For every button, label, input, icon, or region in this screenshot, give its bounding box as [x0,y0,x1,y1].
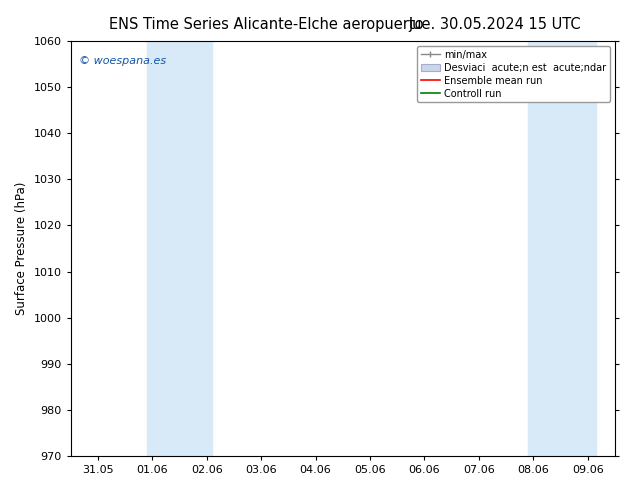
Text: ENS Time Series Alicante-Elche aeropuerto: ENS Time Series Alicante-Elche aeropuert… [109,17,424,32]
Bar [527,41,596,456]
Legend: min/max, Desviaci  acute;n est  acute;ndar, Ensemble mean run, Controll run: min/max, Desviaci acute;n est acute;ndar… [417,46,610,102]
Text: © woespana.es: © woespana.es [79,55,166,66]
Y-axis label: Surface Pressure (hPa): Surface Pressure (hPa) [15,182,28,315]
Bar [147,41,212,456]
Text: jue. 30.05.2024 15 UTC: jue. 30.05.2024 15 UTC [408,17,581,32]
